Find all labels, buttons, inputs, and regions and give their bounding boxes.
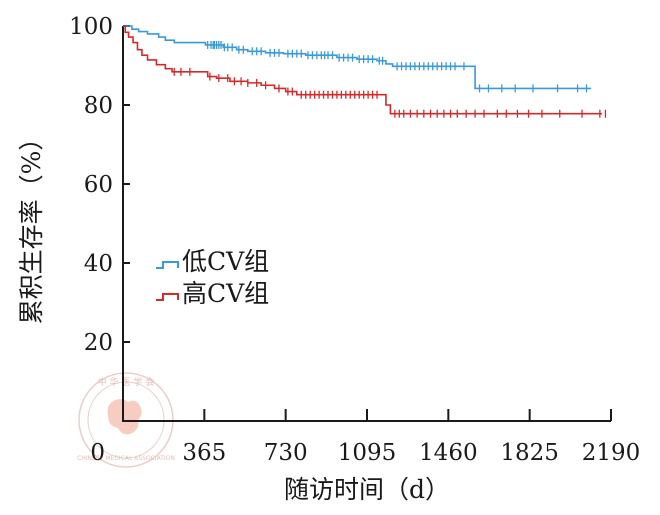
y-tick-label: 80 bbox=[84, 93, 113, 119]
legend-label-high-cv: 高CV组 bbox=[182, 279, 269, 308]
survival-curve-line bbox=[123, 25, 603, 115]
legend-item-low-cv: 低CV组 bbox=[156, 247, 269, 276]
map-shape bbox=[107, 399, 142, 435]
association-seal-watermark: 中 华 医 学 会 CHINESE MEDICAL ASSOCIATION bbox=[77, 372, 175, 468]
y-tick-label: 60 bbox=[84, 172, 113, 198]
seal-text-bottom: CHINESE MEDICAL ASSOCIATION bbox=[77, 455, 175, 462]
legend-label-low-cv: 低CV组 bbox=[182, 247, 269, 276]
x-axis-title: 随访时间（d） bbox=[284, 475, 450, 504]
legend-swatch-high-cv bbox=[156, 293, 179, 301]
y-axis-title: 累积生存率（%） bbox=[17, 126, 46, 325]
x-tick-label: 1825 bbox=[500, 440, 559, 466]
x-tick-label: 0 bbox=[90, 440, 105, 466]
x-tick-label: 730 bbox=[264, 440, 308, 466]
seal-text-top: 中 华 医 学 会 bbox=[98, 376, 154, 388]
x-tick-label: 2190 bbox=[582, 440, 641, 466]
survival-curve-line bbox=[123, 25, 591, 90]
series-0 bbox=[123, 25, 591, 93]
x-tick-label: 1460 bbox=[419, 440, 478, 466]
series-lines bbox=[123, 25, 607, 118]
axes bbox=[122, 26, 611, 422]
x-tick-label: 1095 bbox=[338, 440, 397, 466]
y-tick-label: 20 bbox=[84, 330, 113, 356]
legend-swatch-low-cv bbox=[156, 261, 179, 269]
x-ticks: 0 365 730 1095 1460 1825 2190 bbox=[90, 409, 640, 466]
y-ticks: 20 40 60 80 100 bbox=[69, 14, 130, 356]
series-1 bbox=[123, 25, 607, 118]
y-tick-label: 100 bbox=[69, 14, 113, 40]
legend-item-high-cv: 高CV组 bbox=[156, 279, 269, 308]
x-tick-label: 365 bbox=[182, 440, 226, 466]
y-tick-label: 40 bbox=[84, 251, 113, 277]
legend: 低CV组 高CV组 bbox=[156, 247, 269, 308]
